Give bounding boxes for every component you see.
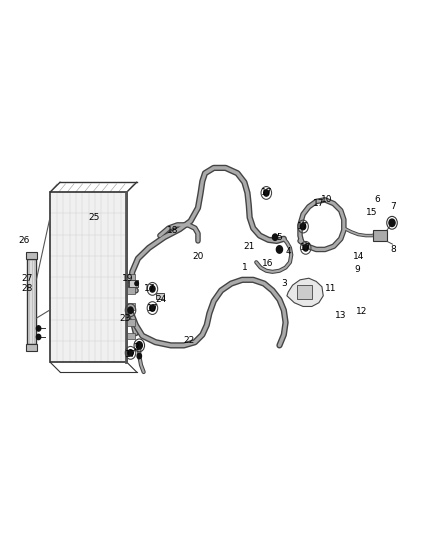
Text: 2: 2 [134,343,139,352]
Bar [127,319,135,326]
Circle shape [300,223,306,230]
Bar [26,252,37,259]
Circle shape [303,245,308,251]
Text: 11: 11 [325,285,336,293]
Circle shape [276,246,283,253]
Text: 17: 17 [147,304,158,312]
Text: 12: 12 [356,308,367,316]
Text: 17: 17 [144,285,155,293]
Text: 7: 7 [390,203,396,211]
Bar [129,280,138,287]
Text: 6: 6 [374,196,381,204]
Bar [27,259,36,344]
Circle shape [389,219,395,227]
Text: 17: 17 [297,222,309,231]
Text: 5: 5 [276,233,283,241]
Text: 9: 9 [354,265,360,273]
Text: 27: 27 [21,274,33,282]
Circle shape [150,286,155,292]
Circle shape [136,342,142,349]
Circle shape [272,234,278,240]
Circle shape [36,334,41,340]
Text: 17: 17 [300,244,311,252]
Text: 28: 28 [21,285,33,293]
Bar [156,293,164,298]
Circle shape [128,350,133,356]
Text: 17: 17 [125,350,136,359]
Text: 26: 26 [18,237,30,245]
Text: 1: 1 [241,263,247,272]
Text: 13: 13 [335,311,346,320]
Text: 21: 21 [243,242,254,251]
Text: 16: 16 [262,260,274,268]
Text: 18: 18 [167,226,179,235]
Circle shape [150,305,155,311]
Text: 24: 24 [155,295,167,304]
Circle shape [128,307,133,313]
Polygon shape [50,192,127,362]
Text: 17: 17 [261,189,272,197]
Bar [127,333,135,339]
Text: 3: 3 [281,279,287,288]
Bar [50,192,127,362]
Text: 14: 14 [353,253,364,261]
Bar [127,287,135,294]
Text: 23: 23 [119,314,131,323]
Bar [127,274,135,280]
Text: 10: 10 [321,196,332,204]
Polygon shape [287,278,323,306]
Circle shape [264,190,269,196]
Circle shape [135,281,138,286]
Bar [297,286,312,298]
Bar [373,230,387,241]
Text: 15: 15 [366,208,377,216]
Text: 25: 25 [88,213,100,222]
Bar [26,344,37,351]
Text: 4: 4 [286,247,291,256]
Circle shape [36,326,41,331]
Text: 22: 22 [184,336,195,344]
Text: 8: 8 [390,245,396,254]
Text: 20: 20 [192,253,204,261]
Text: 19: 19 [122,274,134,282]
Text: 17: 17 [313,199,325,208]
Bar [127,303,135,310]
Circle shape [137,353,141,359]
